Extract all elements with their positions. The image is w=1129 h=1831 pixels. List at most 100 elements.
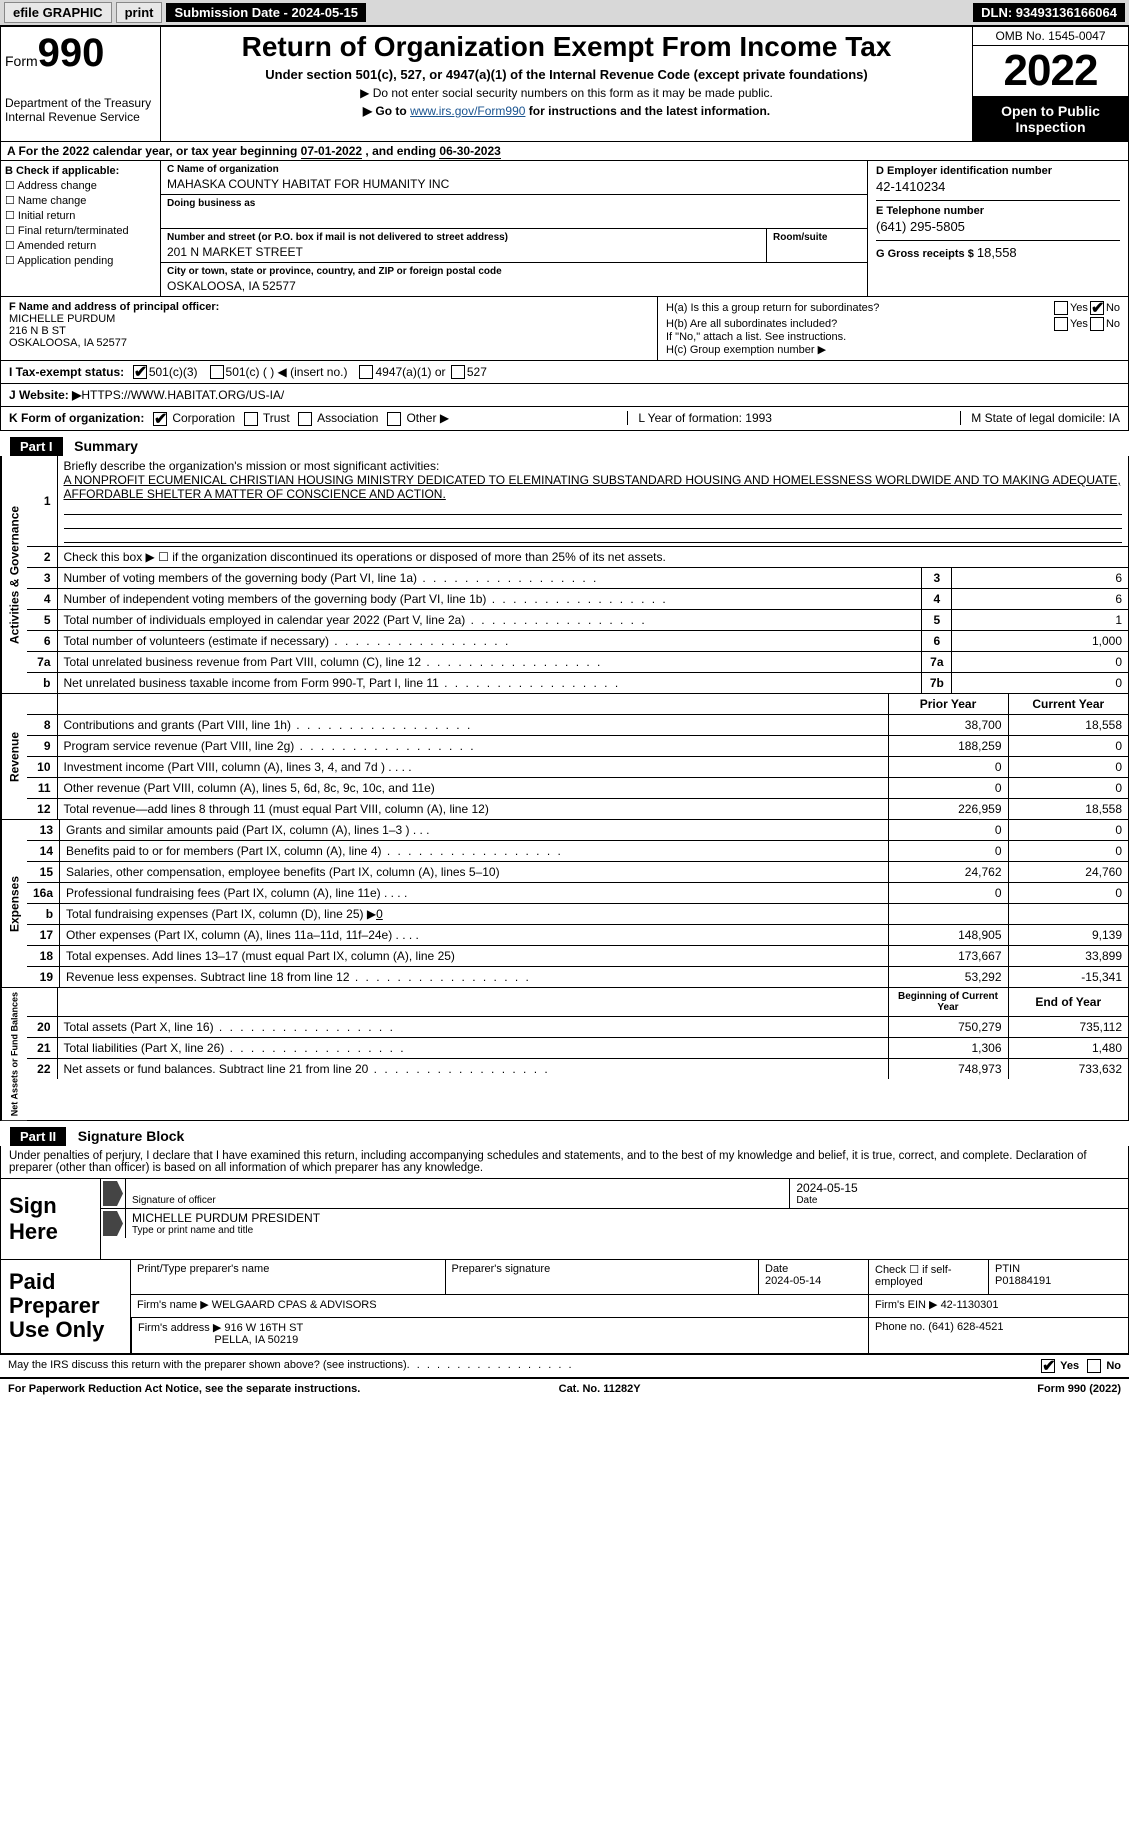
p21: 1,306 — [888, 1037, 1008, 1058]
discuss-row: May the IRS discuss this return with the… — [0, 1354, 1129, 1377]
ha-yes[interactable] — [1054, 301, 1068, 315]
cb-app-pending[interactable]: ☐ Application pending — [5, 254, 156, 267]
v5: 1 — [952, 609, 1128, 630]
ptin-label: PTIN — [995, 1263, 1020, 1275]
cb-name-change[interactable]: ☐ Name change — [5, 194, 156, 207]
ln-13: 13 — [27, 820, 60, 841]
col-c: C Name of organization MAHASKA COUNTY HA… — [161, 161, 868, 296]
header-left: Form990 Department of the Treasury Inter… — [1, 27, 161, 141]
l11-text: Other revenue (Part VIII, column (A), li… — [57, 777, 888, 798]
p11: 0 — [888, 777, 1008, 798]
cb-4947[interactable] — [359, 365, 373, 379]
fh-row: F Name and address of principal officer:… — [0, 297, 1129, 361]
paid-preparer-label: Paid Preparer Use Only — [1, 1260, 131, 1353]
vlabel-activities: Activities & Governance — [1, 456, 27, 693]
hb-no[interactable] — [1090, 317, 1104, 331]
l12-text: Total revenue—add lines 8 through 11 (mu… — [57, 798, 888, 819]
cb-final-return[interactable]: ☐ Final return/terminated — [5, 224, 156, 237]
vlabel-expenses: Expenses — [1, 820, 27, 987]
f-label: F Name and address of principal officer: — [9, 301, 219, 313]
firm-addr: 916 W 16TH ST — [224, 1322, 303, 1334]
c19: -15,341 — [1008, 966, 1128, 987]
i-label: I Tax-exempt status: — [9, 365, 124, 379]
firm-ein-label: Firm's EIN ▶ — [875, 1299, 938, 1311]
cb-501c[interactable] — [210, 365, 224, 379]
row-i: I Tax-exempt status: 501(c)(3) 501(c) ( … — [0, 361, 1129, 384]
cb-assoc[interactable] — [298, 412, 312, 426]
irs-link[interactable]: www.irs.gov/Form990 — [410, 104, 525, 118]
city-label: City or town, state or province, country… — [167, 266, 861, 277]
phone-label: Phone no. — [875, 1321, 925, 1333]
p8: 38,700 — [888, 714, 1008, 735]
cb-address-change[interactable]: ☐ Address change — [5, 179, 156, 192]
ty-end: 06-30-2023 — [439, 144, 500, 159]
cb-trust[interactable] — [244, 412, 258, 426]
ln-15: 15 — [27, 861, 60, 882]
part2-title: Signature Block — [70, 1128, 185, 1144]
ln-7b: b — [27, 672, 57, 693]
hb-yes[interactable] — [1054, 317, 1068, 331]
cb-501c3[interactable] — [133, 365, 147, 379]
cb-corp[interactable] — [153, 412, 167, 426]
tel-value: (641) 295-5805 — [876, 217, 1120, 234]
form-number: 990 — [38, 31, 105, 75]
part1-hdr: Part I — [10, 437, 63, 456]
self-employed-label: Check ☐ if self-employed — [868, 1260, 988, 1295]
hb-label: H(b) Are all subordinates included? — [666, 318, 1052, 330]
c13: 0 — [1008, 820, 1128, 841]
cb-527[interactable] — [451, 365, 465, 379]
header-mid: Return of Organization Exempt From Incom… — [161, 27, 973, 141]
discuss-yes[interactable] — [1041, 1359, 1055, 1373]
top-bar: efile GRAPHIC print Submission Date - 20… — [0, 0, 1129, 26]
discuss-no[interactable] — [1087, 1359, 1101, 1373]
paperwork-notice: For Paperwork Reduction Act Notice, see … — [8, 1383, 360, 1395]
ln-10: 10 — [27, 756, 57, 777]
row-h: H(a) Is this a group return for subordin… — [658, 297, 1128, 360]
org-city: OSKALOOSA, IA 52577 — [167, 277, 861, 293]
efile-label: efile GRAPHIC — [4, 2, 112, 23]
sig-officer-label: Signature of officer — [132, 1195, 783, 1206]
c8: 18,558 — [1008, 714, 1128, 735]
c17: 9,139 — [1008, 924, 1128, 945]
arrow-icon — [103, 1211, 123, 1236]
print-button[interactable]: print — [116, 2, 163, 23]
ln-1: 1 — [27, 456, 57, 547]
ln-22: 22 — [27, 1058, 57, 1079]
p9: 188,259 — [888, 735, 1008, 756]
gross-label: G Gross receipts $ — [876, 248, 974, 260]
row-a-pre: A For the 2022 calendar year, or tax yea… — [7, 144, 301, 158]
ln-16a: 16a — [27, 882, 60, 903]
p22: 748,973 — [888, 1058, 1008, 1079]
omb-number: OMB No. 1545-0047 — [973, 27, 1128, 46]
ln-14: 14 — [27, 840, 60, 861]
addr-label: Number and street (or P.O. box if mail i… — [167, 232, 760, 243]
ha-no[interactable] — [1090, 301, 1104, 315]
cb-other[interactable] — [387, 412, 401, 426]
c15: 24,760 — [1008, 861, 1128, 882]
cb-amended-return[interactable]: ☐ Amended return — [5, 239, 156, 252]
p18: 173,667 — [888, 945, 1008, 966]
ln-11: 11 — [27, 777, 57, 798]
vlabel-revenue: Revenue — [1, 694, 27, 819]
note-2: ▶ Go to www.irs.gov/Form990 for instruct… — [169, 104, 964, 118]
k-label: K Form of organization: — [9, 411, 144, 425]
c14: 0 — [1008, 840, 1128, 861]
officer-addr1: 216 N B ST — [9, 325, 66, 337]
hc-label: H(c) Group exemption number ▶ — [666, 343, 1120, 356]
m-state: M State of legal domicile: IA — [960, 411, 1120, 425]
sig-date-label: Date — [796, 1195, 1122, 1206]
cb-initial-return[interactable]: ☐ Initial return — [5, 209, 156, 222]
hb-note: If "No," attach a list. See instructions… — [666, 331, 1120, 343]
dept-treasury: Department of the Treasury — [5, 96, 156, 110]
part2-hdr: Part II — [10, 1127, 66, 1146]
v6: 1,000 — [952, 630, 1128, 651]
ha-label: H(a) Is this a group return for subordin… — [666, 302, 1052, 314]
form-header: Form990 Department of the Treasury Inter… — [0, 26, 1129, 142]
firm-name: WELGAARD CPAS & ADVISORS — [212, 1299, 377, 1311]
ln-20: 20 — [27, 1016, 57, 1037]
ln-5: 5 — [27, 609, 57, 630]
v4: 6 — [952, 588, 1128, 609]
p19: 53,292 — [888, 966, 1008, 987]
prep-date: 2024-05-14 — [765, 1275, 821, 1287]
vlabel-na: Net Assets or Fund Balances — [1, 988, 27, 1120]
